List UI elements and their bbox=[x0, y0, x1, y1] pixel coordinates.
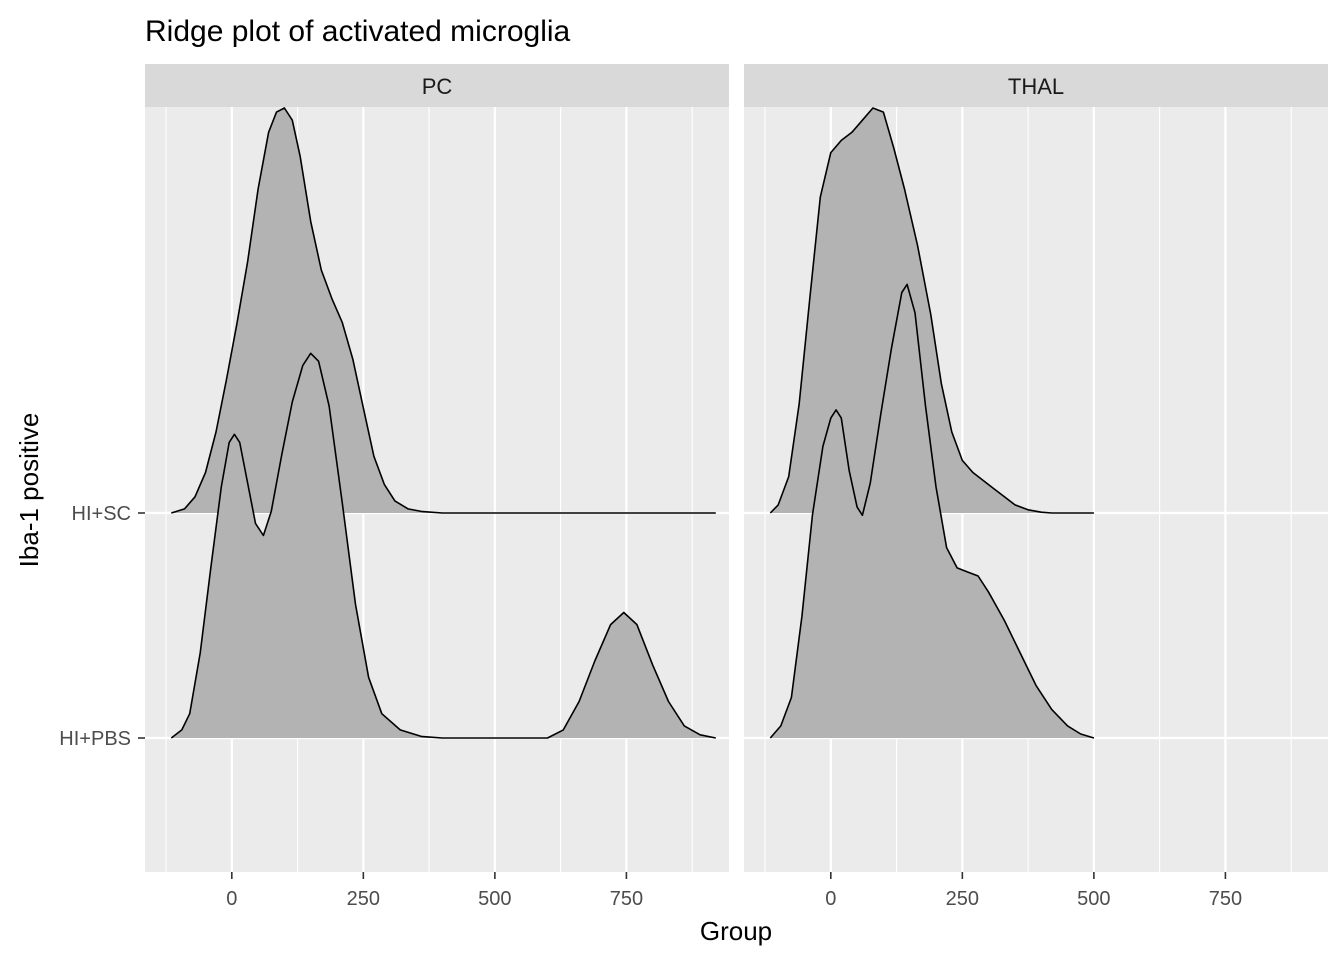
y-axis-title: Iba-1 positive bbox=[14, 413, 44, 568]
ridge-fill-thal-hi-sc bbox=[770, 108, 1094, 513]
x-tick-label: 750 bbox=[610, 888, 643, 910]
chart-title: Ridge plot of activated microglia bbox=[145, 15, 571, 48]
y-tick-label: HI+PBS bbox=[59, 728, 131, 750]
strip-pc bbox=[145, 64, 729, 107]
panels-layer: PC 0 250 500 750 THAL 0 250 500 750 HI+PBS HI+SC bbox=[59, 64, 1328, 910]
x-tick-label: 500 bbox=[1077, 888, 1110, 910]
ridge-fill-thal-hi-pbs bbox=[770, 284, 1094, 738]
x-tick-label: 0 bbox=[825, 888, 836, 910]
ridge-line-pc-hi-sc bbox=[171, 107, 716, 514]
ridge-line-thal-hi-sc bbox=[769, 107, 1094, 514]
strip-label-thal: THAL bbox=[1008, 74, 1064, 99]
x-axis-title: Group bbox=[700, 916, 772, 946]
ridge-fill-pc-hi-pbs bbox=[171, 353, 716, 738]
panel-pc: PC 0 250 500 750 bbox=[145, 64, 729, 910]
strip-thal bbox=[744, 64, 1328, 107]
x-tick-label: 750 bbox=[1209, 888, 1242, 910]
x-tick-label: 250 bbox=[347, 888, 380, 910]
ridge-line-thal-hi-pbs bbox=[769, 283, 1095, 739]
panel-thal: THAL 0 250 500 750 bbox=[744, 64, 1328, 910]
x-tick-label: 500 bbox=[478, 888, 511, 910]
ridge-line-pc-hi-pbs bbox=[170, 352, 716, 739]
x-tick-label: 250 bbox=[946, 888, 979, 910]
strip-label-pc: PC bbox=[422, 74, 453, 99]
y-tick-label: HI+SC bbox=[72, 503, 131, 525]
x-tick-label: 0 bbox=[226, 888, 237, 910]
